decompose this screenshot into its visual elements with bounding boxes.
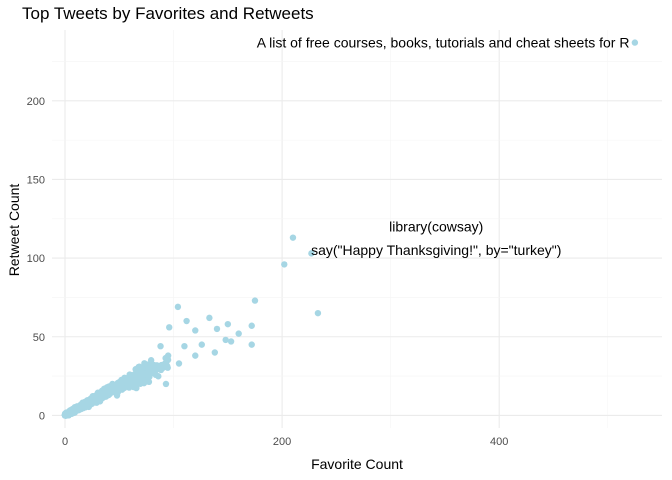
tick-labels: 0 200 400 0 50 100 150 200	[27, 96, 509, 448]
data-point	[192, 327, 199, 334]
data-point	[181, 342, 188, 350]
y-tick-label: 0	[39, 410, 45, 422]
data-point	[118, 384, 125, 391]
grid-lines	[52, 30, 662, 428]
chart-title: Top Tweets by Favorites and Retweets	[22, 4, 314, 23]
data-point	[289, 234, 297, 241]
data-point	[118, 378, 126, 386]
data-point	[137, 380, 144, 387]
data-point	[227, 338, 235, 345]
x-tick-label: 0	[62, 436, 68, 448]
data-point	[314, 309, 322, 317]
data-point	[128, 378, 135, 385]
data-point	[150, 361, 158, 369]
data-point	[131, 373, 138, 380]
x-axis-label: Favorite Count	[311, 456, 403, 472]
data-point	[157, 342, 164, 350]
annotation-label: say("Happy Thanksgiving!", by="turkey")	[311, 242, 561, 258]
data-point	[308, 250, 315, 257]
data-point	[164, 352, 172, 359]
x-tick-label: 200	[273, 436, 291, 448]
data-point	[106, 386, 113, 394]
data-point	[100, 389, 107, 396]
data-point	[155, 365, 162, 373]
data-point	[174, 303, 182, 311]
data-point	[198, 341, 205, 348]
data-point	[95, 396, 102, 404]
data-point	[183, 317, 190, 325]
data-point	[224, 320, 232, 328]
data-point	[206, 314, 213, 322]
data-point	[235, 330, 242, 337]
data-point	[145, 365, 153, 372]
annotation-label: A list of free courses, books, tutorials…	[257, 35, 630, 51]
data-point	[192, 352, 199, 359]
data-points	[61, 39, 639, 419]
y-tick-label: 200	[27, 96, 45, 108]
annotation-label: library(cowsay)	[389, 219, 483, 235]
x-tick-label: 400	[490, 436, 508, 448]
data-point	[631, 39, 639, 46]
data-point	[141, 371, 148, 378]
data-point	[161, 361, 168, 369]
data-point	[222, 336, 229, 344]
data-point	[281, 261, 288, 268]
data-point	[76, 404, 83, 411]
data-point	[248, 322, 255, 329]
data-point	[82, 399, 89, 406]
data-point	[211, 349, 219, 356]
data-point	[142, 377, 150, 385]
data-point	[248, 341, 255, 348]
data-point	[213, 325, 221, 333]
data-point	[162, 380, 170, 388]
data-point	[61, 411, 69, 418]
y-tick-label: 100	[27, 253, 45, 265]
y-tick-label: 150	[27, 174, 45, 186]
data-point	[166, 324, 173, 331]
y-tick-label: 50	[33, 332, 45, 344]
data-point	[251, 297, 259, 304]
data-point	[130, 383, 137, 391]
data-point	[175, 360, 183, 367]
annotations: A list of free courses, books, tutorials…	[257, 35, 630, 259]
